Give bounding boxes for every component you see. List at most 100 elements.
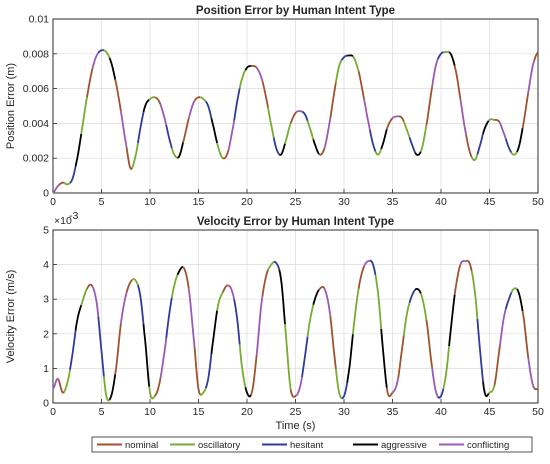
x-tick-label: 35 (387, 406, 399, 418)
x-tick-label: 40 (435, 196, 447, 208)
series-line-segment (131, 278, 139, 286)
series-line-segment (533, 387, 539, 391)
x-tick-label: 45 (484, 196, 496, 208)
series-line-segment (137, 112, 145, 144)
series-line-segment (125, 279, 133, 293)
series-line-segment (425, 86, 433, 126)
series-line-segment (341, 382, 349, 400)
x-tick-label: 0 (50, 406, 56, 418)
series-line-segment (419, 124, 428, 153)
series-line-segment (398, 115, 405, 122)
series-line-segment (80, 97, 88, 134)
series-line-segment (289, 111, 297, 124)
series-line-segment (74, 133, 83, 167)
series-line-segment (63, 369, 71, 393)
series-line-segment (521, 91, 530, 129)
series-line-segment (414, 287, 422, 294)
series-line-segment (170, 274, 179, 298)
series-line-segment (250, 65, 258, 69)
series-line-segment (340, 54, 348, 61)
y-axis-label: Position Error (m) (5, 63, 17, 149)
series-line-segment (470, 270, 479, 319)
y-tick-label: 0.008 (23, 48, 49, 60)
y-tick-label: 0 (43, 188, 49, 200)
series-line-segment (52, 377, 60, 390)
series-line-segment (347, 54, 354, 57)
series-line-segment (408, 289, 416, 303)
series-line-segment (182, 117, 190, 143)
series-line-segment (103, 49, 111, 59)
series-line-segment (329, 315, 337, 370)
series-line-segment (86, 283, 94, 290)
series-line-segment (261, 80, 269, 108)
series-line-segment (352, 55, 360, 72)
chart-panel-1: 0 5 10 15 20 25 30 35 40 45 50 0 0.002 0.004 0.006 0.00… (5, 5, 544, 208)
series-line-segment (233, 88, 241, 121)
series-line-segment (120, 111, 128, 148)
axes-border (52, 18, 539, 194)
legend-label-hesitant: hesitant (290, 440, 324, 451)
series-line-segment (69, 330, 77, 371)
series-line-segment (80, 288, 88, 306)
series-line-segment (510, 287, 518, 294)
series-line-segment (108, 374, 117, 401)
series-line-segment (459, 98, 467, 135)
series-line-segment (154, 96, 162, 105)
series-line-segment (431, 58, 439, 88)
series-line-segment (137, 284, 145, 325)
series-line-segment (482, 120, 490, 135)
series-line-segment (193, 346, 201, 395)
series-line-segment (108, 57, 117, 80)
series-line-segment (255, 67, 264, 82)
series-line-segment (318, 147, 326, 156)
series-line-segment (103, 376, 111, 402)
x-tick-label: 5 (99, 406, 105, 418)
x-axis-label: Time (s) (276, 420, 316, 432)
x-tick-label: 15 (193, 406, 205, 418)
y-tick-label: 4 (43, 259, 49, 271)
series-line-segment (91, 52, 100, 69)
series-line-segment (131, 143, 139, 169)
axis-exponent-label: ×10 (54, 215, 72, 227)
series-line-segment (402, 121, 411, 138)
x-tick-label: 25 (290, 196, 302, 208)
series-line-segment (459, 260, 467, 265)
x-tick-label: 15 (193, 196, 205, 208)
x-tick-label: 10 (144, 196, 156, 208)
series-line-segment (278, 143, 286, 156)
series-line-segment (295, 110, 303, 113)
axis-exponent-value: -3 (69, 210, 78, 222)
series-line-segment (222, 150, 230, 160)
series-line-segment (437, 388, 445, 399)
series-line-segment (329, 82, 337, 119)
series-line-segment (374, 275, 383, 329)
series-line-segment (453, 264, 462, 295)
series-line-segment (204, 353, 213, 389)
y-axis-label: Velocity Error (m/s) (5, 270, 17, 364)
series-line-segment (177, 142, 184, 159)
series-line-segment (363, 99, 371, 131)
series-line-segment (238, 69, 247, 89)
series-line-segment (301, 336, 309, 378)
series-line-segment (357, 265, 366, 289)
y-tick-label: 1 (43, 363, 49, 375)
legend: nominal oscillatory hesitant aggressive conf… (91, 436, 533, 453)
series-line-segment (425, 319, 433, 368)
series-line-segment (148, 96, 156, 101)
series-line-segment (267, 107, 275, 138)
series-line-segment (516, 288, 524, 312)
series-line-segment (52, 184, 60, 194)
series-line-segment (187, 100, 196, 119)
series-line-segment (391, 115, 399, 119)
series-line-segment (170, 147, 178, 159)
series-line-segment (499, 308, 507, 346)
series-line-segment (227, 120, 235, 151)
series-line-segment (335, 368, 343, 399)
series-line-segment (187, 288, 196, 347)
legend-box (91, 436, 533, 453)
series-line-segment (199, 96, 207, 102)
series-line-segment (306, 120, 315, 140)
series-line-segment (499, 122, 507, 139)
series-line-segment (504, 292, 513, 310)
